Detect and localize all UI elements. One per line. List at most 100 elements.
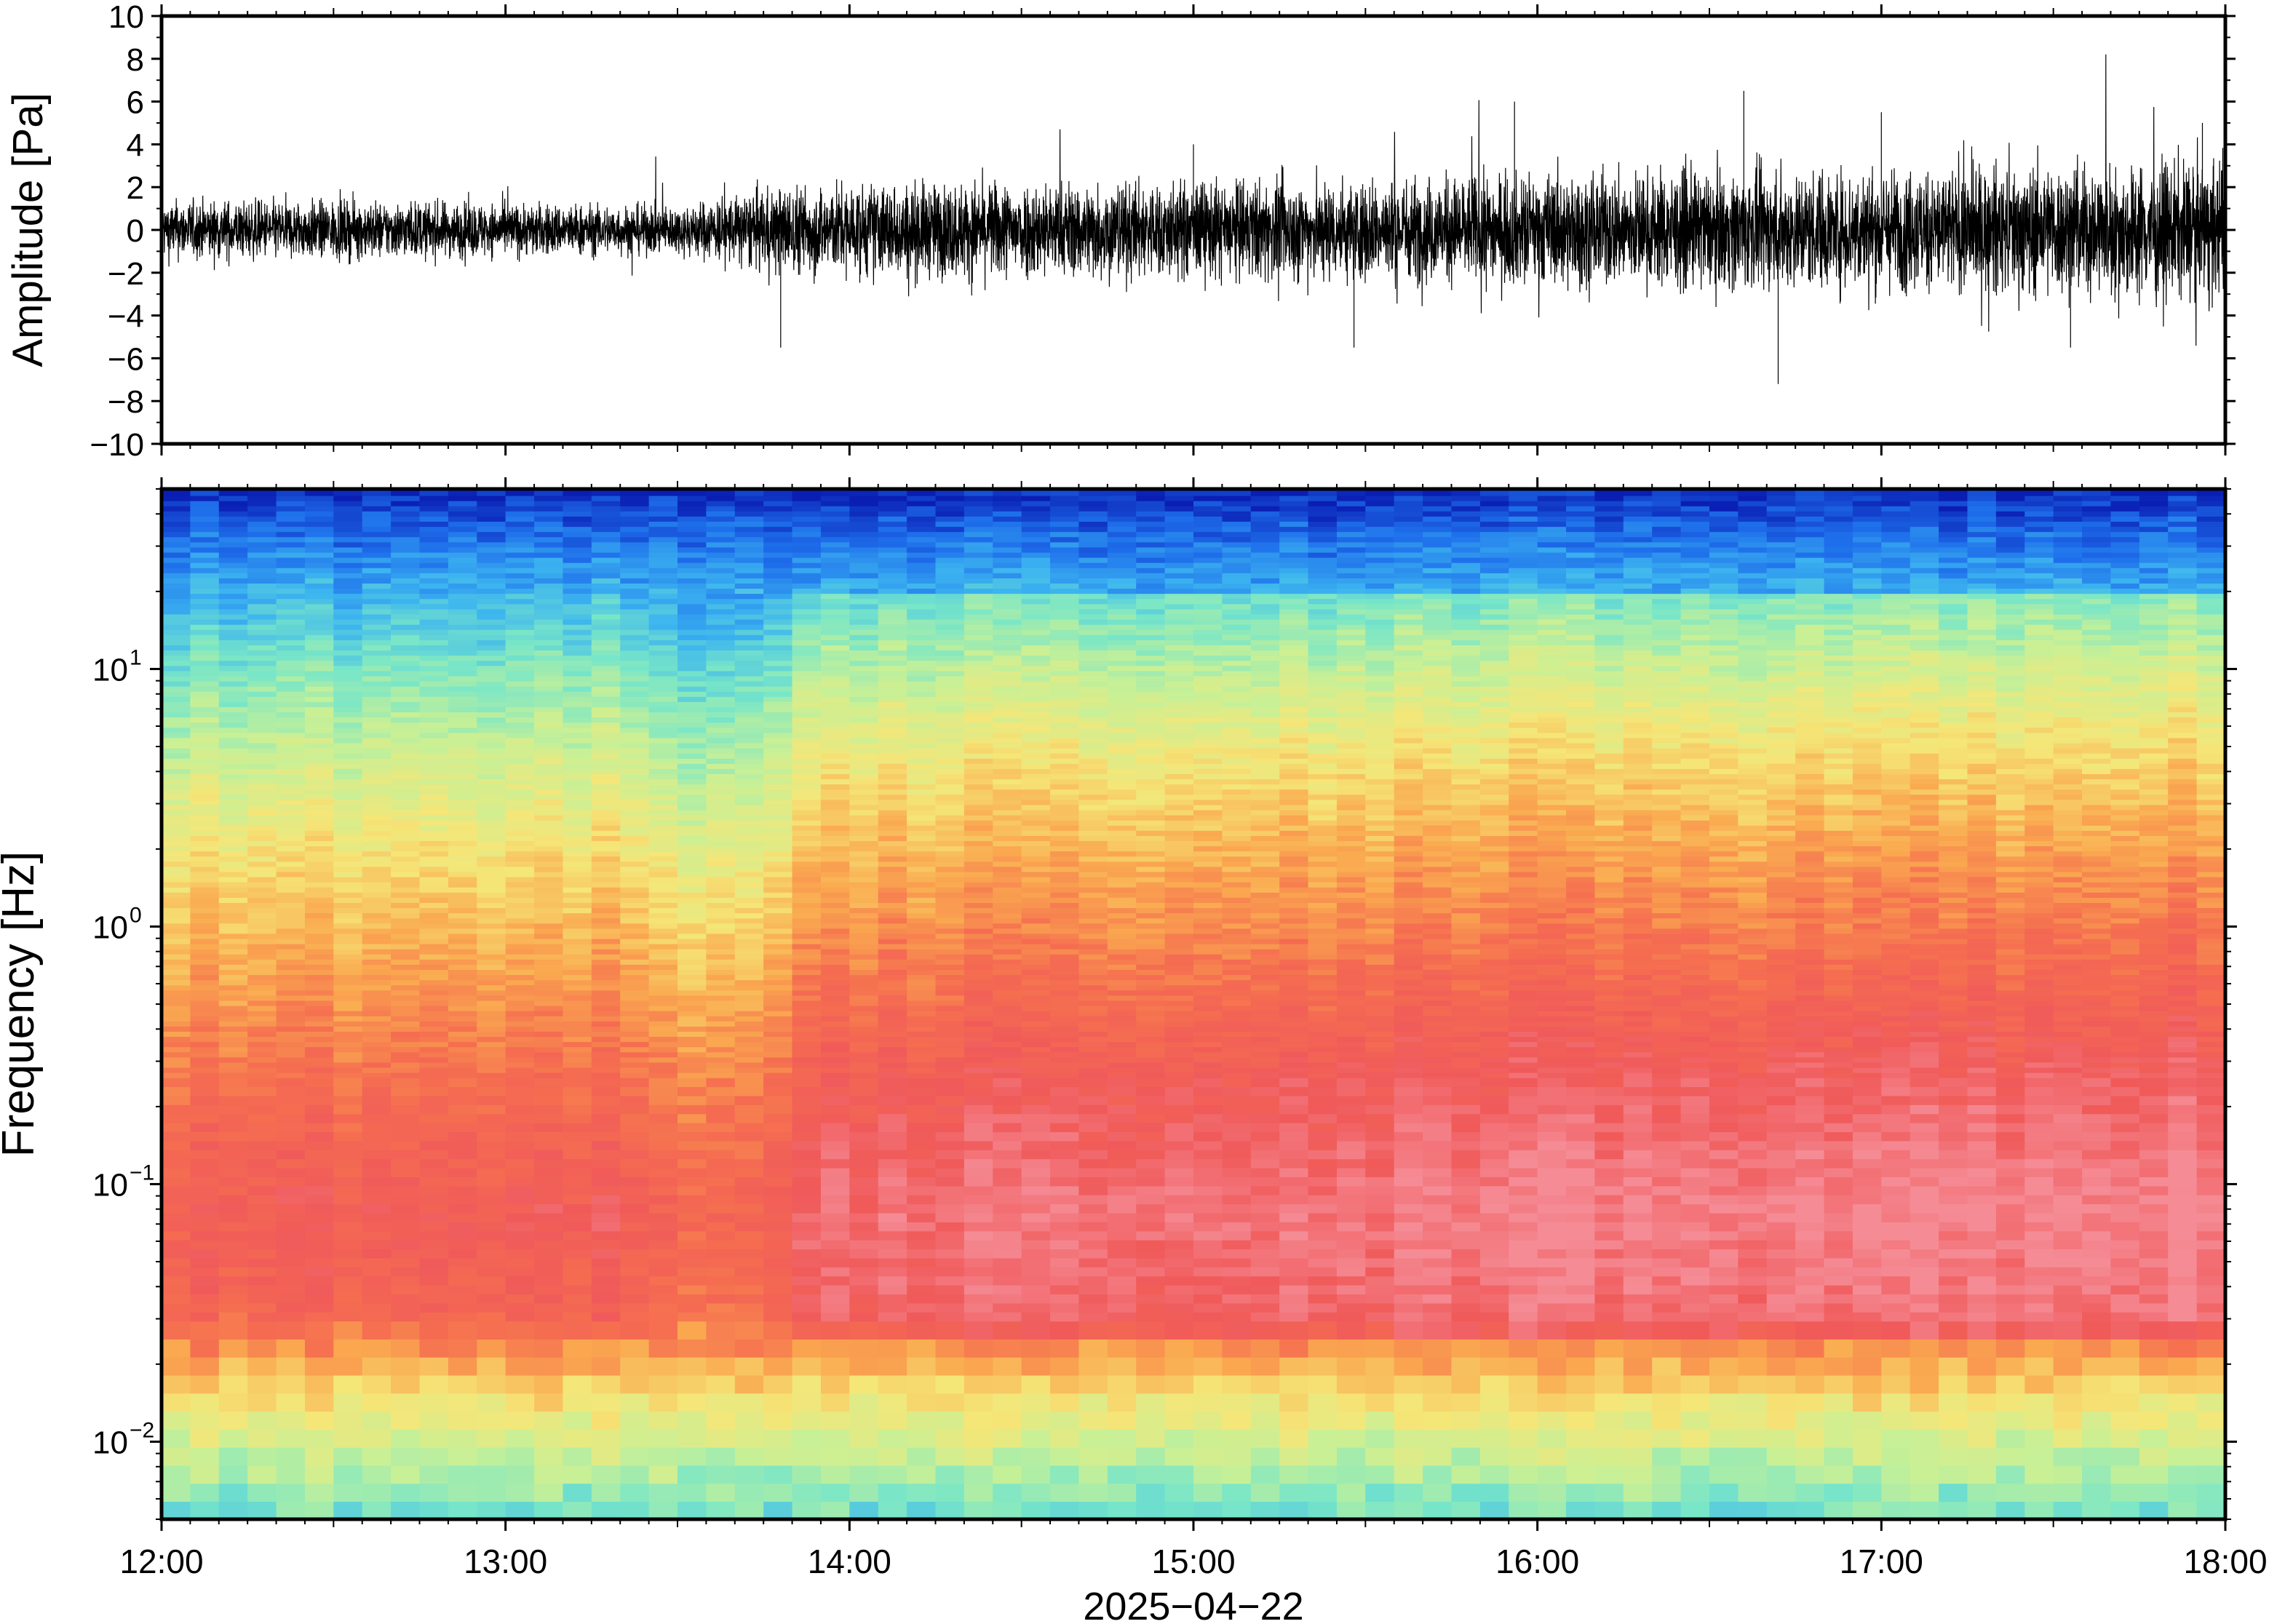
spectrogram-cell (993, 938, 1022, 944)
spectrogram-cell (734, 902, 764, 909)
spectrogram-cell (276, 727, 306, 733)
spectrogram-cell (591, 1275, 621, 1286)
spectrogram-cell (849, 784, 879, 790)
spectrogram-cell (907, 902, 937, 909)
spectrogram-cell (935, 1131, 965, 1142)
spectrogram-cell (706, 588, 736, 594)
spectrogram-cell (792, 928, 822, 934)
spectrogram-cell (706, 959, 736, 965)
spectrogram-cell (247, 701, 277, 707)
spectrogram-cell (190, 1067, 220, 1073)
spectrogram-cell (620, 794, 650, 800)
spectrogram-cell (333, 1077, 363, 1088)
spectrogram-cell (247, 830, 277, 836)
spectrogram-cell (935, 1067, 965, 1073)
spectrogram-cell (534, 1041, 564, 1048)
spectrogram-cell (706, 995, 736, 1001)
spectrogram-cell (304, 1072, 335, 1078)
spectrogram-cell (820, 511, 851, 517)
spectrogram-cell (419, 613, 449, 620)
spectrogram-cell (391, 789, 421, 795)
spectrogram-cell (963, 1046, 994, 1053)
spectrogram-cell (477, 1267, 506, 1277)
spectrogram-cell (505, 1021, 535, 1027)
spectrogram-cell (563, 881, 592, 888)
spectrogram-cell (706, 1374, 736, 1394)
spectrogram-cell (190, 742, 220, 749)
spectrogram-cell (448, 856, 478, 862)
spectrogram-cell (190, 613, 220, 620)
spectrogram-cell (419, 757, 449, 764)
spectrogram-cell (247, 1000, 277, 1006)
spectrogram-cell (820, 573, 851, 578)
spectrogram-cell (162, 969, 191, 976)
spectrogram-cell (907, 1483, 937, 1502)
spectrogram-cell (591, 593, 621, 600)
spectrogram-cell (706, 814, 736, 821)
spectrogram-cell (849, 727, 879, 733)
spectrogram-cell (391, 598, 421, 605)
spectrogram-cell (792, 845, 822, 852)
spectrogram-cell (505, 1294, 535, 1304)
spectrogram-cell (849, 969, 879, 976)
spectrogram-cell (391, 881, 421, 888)
spectrogram-cell (276, 1194, 306, 1205)
spectrogram-cell (333, 897, 363, 903)
spectrogram-cell (591, 757, 621, 764)
spectrogram-cell (907, 1021, 937, 1027)
spectrogram-cell (648, 1249, 678, 1259)
spectrogram-cell (935, 1230, 965, 1241)
spectrogram-cell (190, 784, 220, 790)
spectrogram-cell (935, 670, 965, 677)
spectrogram-cell (190, 712, 220, 718)
spectrogram-cell (276, 861, 306, 867)
spectrogram-cell (849, 1185, 879, 1195)
spectrogram-cell (878, 1113, 907, 1123)
spectrogram-cell (563, 583, 592, 589)
spectrogram-cell (792, 1021, 822, 1027)
spectrogram-cell (935, 727, 965, 733)
spectrogram-cell (419, 696, 449, 702)
spectrogram-cell (534, 552, 564, 558)
spectrogram-cell (878, 613, 907, 620)
spectrogram-cell (591, 690, 621, 697)
spectrogram-cell (419, 1041, 449, 1048)
spectrogram-cell (190, 1158, 220, 1169)
spectrogram-cell (1021, 495, 1051, 501)
spectrogram-cell (591, 624, 621, 630)
spectrogram-cell (304, 794, 335, 800)
spectrogram-cell (1021, 680, 1051, 687)
spectrogram-cell (907, 1056, 937, 1063)
spectrogram-cell (677, 712, 707, 718)
spectrogram-cell (391, 737, 421, 744)
spectrogram-cell (648, 717, 678, 723)
spectrogram-cell (935, 583, 965, 589)
spectrogram-cell (505, 618, 535, 625)
spectrogram-cell (218, 1158, 248, 1169)
spectrogram-cell (935, 521, 965, 528)
spectrogram-cell (591, 938, 621, 944)
spectrogram-cell (247, 640, 277, 645)
spectrogram-cell (907, 856, 937, 862)
spectrogram-cell (878, 943, 907, 950)
spectrogram-cell (907, 722, 937, 728)
spectrogram-cell (620, 495, 650, 501)
spectrogram-cell (907, 1072, 937, 1078)
spectrogram-cell (1021, 1275, 1051, 1286)
spectrogram-cell (1050, 1212, 1080, 1222)
spectrogram-cell (477, 824, 506, 831)
spectrogram-cell (218, 1056, 248, 1063)
spectrogram-cell (218, 747, 248, 754)
spectrogram-cell (792, 747, 822, 754)
spectrogram-cell (304, 1185, 335, 1195)
spectrogram-cell (648, 943, 678, 950)
spectrogram-cell (935, 948, 965, 955)
spectrogram-cell (505, 526, 535, 533)
spectrogram-cell (878, 1203, 907, 1214)
spectrogram-cell (935, 650, 965, 656)
spectrogram-cell (620, 979, 650, 986)
spectrogram-cell (304, 541, 335, 548)
spectrogram-cell (648, 546, 678, 553)
spectrogram-cell (849, 1267, 879, 1277)
spectrogram-cell (706, 984, 736, 991)
